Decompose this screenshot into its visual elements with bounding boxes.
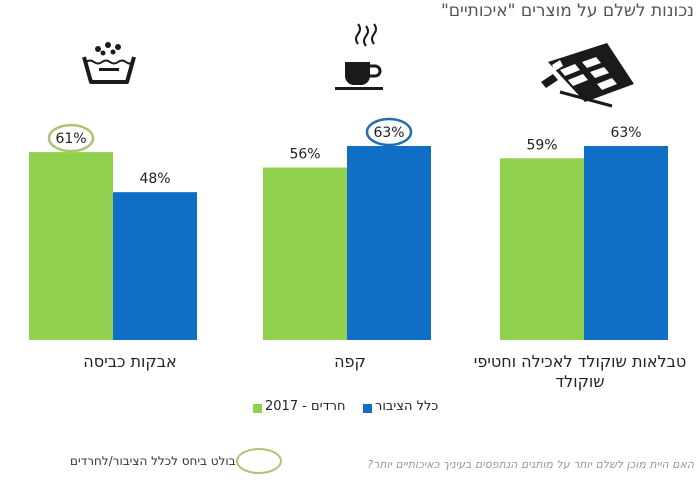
legend-item-public: כלל הציבור — [375, 399, 439, 414]
data-label-coffee-haredim: 56% — [289, 147, 320, 163]
highlight-ring-coffee — [365, 117, 413, 147]
footnote-text: בולט ביחס לכלל הציבור/לחרדים — [70, 454, 236, 468]
coffee-cup-icon — [335, 23, 383, 90]
bar-coffee-public — [347, 145, 431, 340]
footnote-ring-icon — [236, 448, 282, 474]
category-label-coffee: קפה — [334, 352, 366, 371]
legend-swatch-blue — [363, 404, 372, 413]
survey-question: האם היית מוכן לשלם יותר על מותגים הנתפסי… — [367, 458, 694, 471]
chocolate-bar-icon — [541, 43, 634, 108]
data-label-chocolate-public: 63% — [610, 125, 641, 141]
highlight-ring-detergent — [47, 123, 95, 153]
bar-detergent-public — [113, 192, 197, 340]
data-label-chocolate-haredim: 59% — [526, 137, 557, 153]
legend-item-haredim: חרדים - 2017 — [265, 399, 346, 414]
legend-swatch-green — [253, 404, 262, 413]
bar-coffee-haredim — [263, 167, 347, 340]
bar-chocolate-haredim — [500, 158, 584, 340]
legend: חרדים - 2017 כלל הציבור — [0, 399, 700, 419]
data-label-coffee-public: 63% — [373, 125, 404, 141]
category-label-detergent: אבקות כביסה — [83, 352, 177, 371]
bar-chocolate-public — [584, 145, 668, 340]
category-label-chocolate: טבלאות שוקולד לאכילה וחטיפי שוקולד — [473, 352, 687, 391]
data-label-detergent-public: 48% — [139, 171, 170, 187]
chart-title: נכונות לשלם על מוצרים "איכותיים" — [440, 1, 694, 21]
bars-layer: 59% 63% 56% 63% 61% 48% — [29, 117, 668, 340]
bar-detergent-haredim — [29, 152, 113, 340]
washing-symbol-icon — [82, 42, 136, 84]
data-label-detergent-haredim: 61% — [55, 131, 86, 147]
